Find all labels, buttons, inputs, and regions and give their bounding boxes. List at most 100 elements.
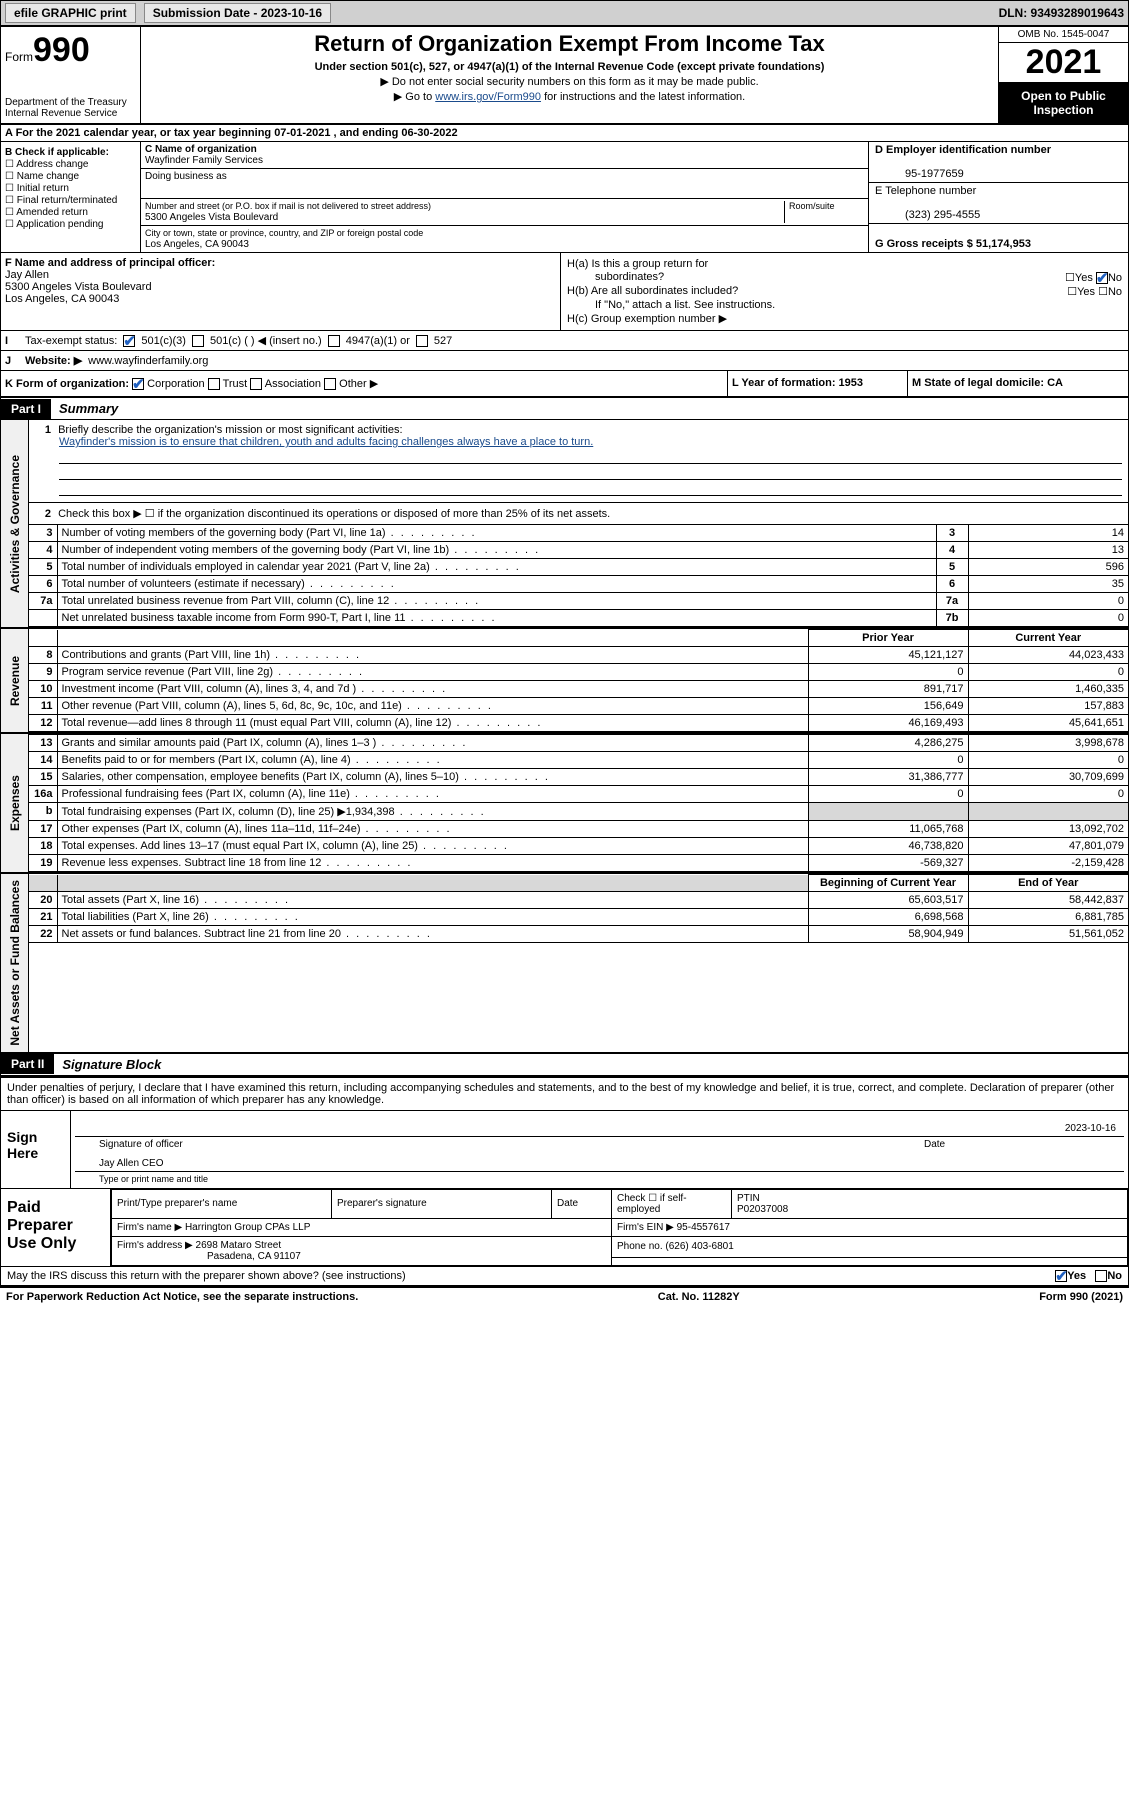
row-m: M State of legal domicile: CA (908, 371, 1128, 396)
chk-name-change[interactable]: ☐ Name change (5, 171, 136, 182)
chk-trust[interactable] (208, 378, 220, 390)
table-row: 4Number of independent voting members of… (29, 542, 1128, 559)
opt-501c3: 501(c)(3) (141, 335, 186, 347)
chk-corporation[interactable] (132, 378, 144, 390)
ha-no-check[interactable] (1096, 272, 1108, 284)
vtab-netassets: Net Assets or Fund Balances (1, 874, 29, 1052)
discuss-yes-chk[interactable] (1055, 1270, 1067, 1282)
expenses-content: 13Grants and similar amounts paid (Part … (29, 734, 1128, 872)
table-row: 20Total assets (Part X, line 16)65,603,5… (29, 892, 1128, 909)
firm-phone-cell: Phone no. (626) 403-6801 (612, 1236, 1128, 1257)
j-letter: J (5, 355, 19, 367)
officer-addr1: 5300 Angeles Vista Boulevard (5, 281, 152, 293)
hc-line: H(c) Group exemption number ▶ (567, 312, 727, 325)
submission-date-button[interactable]: Submission Date - 2023-10-16 (144, 3, 331, 23)
table-row: 15Salaries, other compensation, employee… (29, 769, 1128, 786)
mission-uline1 (59, 450, 1122, 464)
table-row: 12Total revenue—add lines 8 through 11 (… (29, 715, 1128, 732)
chk-address-change[interactable]: ☐ Address change (5, 159, 136, 170)
table-row: 3Number of voting members of the governi… (29, 525, 1128, 542)
block-f: F Name and address of principal officer:… (1, 253, 561, 330)
final-footer: For Paperwork Reduction Act Notice, see … (0, 1288, 1129, 1306)
table-row: 5Total number of individuals employed in… (29, 559, 1128, 576)
block-b-title: B Check if applicable: (5, 147, 136, 158)
top-bar: efile GRAPHIC print Submission Date - 20… (0, 0, 1129, 26)
vtab-expenses: Expenses (1, 734, 29, 872)
irs-link[interactable]: www.irs.gov/Form990 (435, 91, 541, 103)
revenue-table: Prior Year Current Year 8Contributions a… (29, 629, 1128, 732)
opt-4947: 4947(a)(1) or (346, 335, 410, 347)
governance-content: 1 Briefly describe the organization's mi… (29, 420, 1128, 627)
chk-amended-return[interactable]: ☐ Amended return (5, 207, 136, 218)
block-h: H(a) Is this a group return for subordin… (561, 253, 1128, 330)
chk-501c3[interactable] (123, 335, 135, 347)
officer-addr2: Los Angeles, CA 90043 (5, 293, 119, 305)
sign-here-row: Sign Here 2023-10-16 Signature of office… (1, 1110, 1128, 1189)
row-a-tax-year: A For the 2021 calendar year, or tax yea… (1, 125, 1128, 142)
form-designation: Form990 (5, 31, 136, 70)
table-row: 7aTotal unrelated business revenue from … (29, 593, 1128, 610)
officer-name-line[interactable]: Jay Allen CEO (75, 1150, 1124, 1172)
chk-other[interactable] (324, 378, 336, 390)
form-subtitle: Under section 501(c), 527, or 4947(a)(1)… (147, 61, 992, 73)
sig-date-label: Date (924, 1139, 1124, 1150)
expenses-section: Expenses 13Grants and similar amounts pa… (1, 734, 1128, 874)
table-row: 18Total expenses. Add lines 13–17 (must … (29, 838, 1128, 855)
dba-label: Doing business as (145, 171, 227, 182)
paid-row1: Print/Type preparer's name Preparer's si… (112, 1189, 1128, 1218)
phone-block: E Telephone number (323) 295-4555 (869, 183, 1128, 224)
instructions-line: ▶ Go to www.irs.gov/Form990 for instruct… (147, 90, 992, 103)
dba-line: Doing business as (141, 169, 868, 199)
hdr-prior: Prior Year (808, 630, 968, 647)
chk-4947[interactable] (328, 335, 340, 347)
row-j: J Website: ▶ www.wayfinderfamily.org (1, 351, 1128, 371)
mission-block: 1 Briefly describe the organization's mi… (29, 420, 1128, 503)
vtab-governance: Activities & Governance (1, 420, 29, 627)
sign-here-fields: 2023-10-16 Signature of officer Date Jay… (71, 1111, 1128, 1188)
l-label: L Year of formation: 1953 (732, 377, 863, 389)
line1-num: 1 (35, 424, 55, 436)
chk-initial-return[interactable]: ☐ Initial return (5, 183, 136, 194)
firm-ein-cell: Firm's EIN ▶ 95-4557617 (612, 1218, 1128, 1236)
chk-final-return[interactable]: ☐ Final return/terminated (5, 195, 136, 206)
bcdeg-row: B Check if applicable: ☐ Address change … (1, 142, 1128, 253)
website-value: www.wayfinderfamily.org (88, 355, 208, 367)
ein-value: 95-1977659 (875, 168, 964, 180)
klm-row: K Form of organization: Corporation Trus… (1, 371, 1128, 398)
table-row: 8Contributions and grants (Part VIII, li… (29, 647, 1128, 664)
chk-application-pending[interactable]: ☐ Application pending (5, 219, 136, 230)
preparer-sig-hdr: Preparer's signature (332, 1189, 552, 1218)
city-value: Los Angeles, CA 90043 (145, 239, 249, 250)
table-row: 16aProfessional fundraising fees (Part I… (29, 786, 1128, 803)
chk-527[interactable] (416, 335, 428, 347)
chk-501c[interactable] (192, 335, 204, 347)
mission-text-link[interactable]: Wayfinder's mission is to ensure that ch… (59, 436, 593, 448)
block-deg: D Employer identification number 95-1977… (868, 142, 1128, 252)
paid-empty (612, 1257, 1128, 1265)
table-row: 10Investment income (Part VIII, column (… (29, 681, 1128, 698)
dln-label: DLN: 93493289019643 (999, 6, 1124, 20)
officer-sig-line[interactable]: 2023-10-16 (75, 1115, 1124, 1137)
org-name: Wayfinder Family Services (145, 155, 263, 166)
block-c: C Name of organization Wayfinder Family … (141, 142, 868, 252)
header-center: Return of Organization Exempt From Incom… (141, 27, 998, 123)
fh-row: F Name and address of principal officer:… (1, 253, 1128, 331)
opt-527: 527 (434, 335, 452, 347)
k-label: K Form of organization: (5, 378, 129, 390)
discuss-row: May the IRS discuss this return with the… (1, 1267, 1128, 1287)
chk-association[interactable] (250, 378, 262, 390)
paid-row2: Firm's name ▶ Harrington Group CPAs LLP … (112, 1218, 1128, 1236)
website-label: Website: ▶ (25, 354, 82, 367)
hdr-eoy: End of Year (968, 875, 1128, 892)
net-header-row: Beginning of Current Year End of Year (29, 875, 1128, 892)
expenses-table: 13Grants and similar amounts paid (Part … (29, 734, 1128, 872)
table-row: 21Total liabilities (Part X, line 26)6,6… (29, 909, 1128, 926)
discuss-yesno: Yes No (1055, 1270, 1122, 1282)
ein-label: D Employer identification number (875, 144, 1051, 156)
efile-button[interactable]: efile GRAPHIC print (5, 3, 136, 23)
discuss-text: May the IRS discuss this return with the… (7, 1270, 406, 1282)
form-header: Form990 Department of the Treasury Inter… (1, 27, 1128, 125)
form-word: Form (5, 50, 33, 64)
vtab-revenue: Revenue (1, 629, 29, 732)
discuss-no-chk[interactable] (1095, 1270, 1107, 1282)
